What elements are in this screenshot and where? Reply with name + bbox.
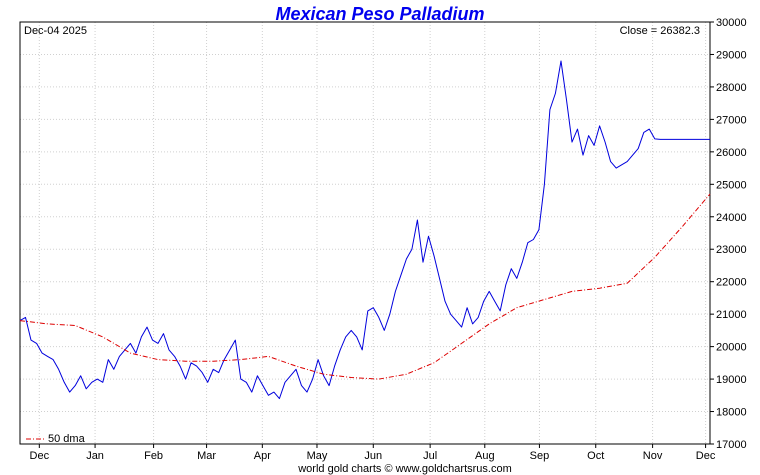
plot-frame: [19, 21, 711, 445]
chart-footer: world gold charts © www.goldchartsrus.co…: [297, 463, 512, 475]
y-tick-label: 26000: [716, 147, 747, 159]
date-label: Dec-04 2025: [24, 25, 87, 37]
y-tick-label: 23000: [716, 244, 747, 256]
chart-title: Mexican Peso Palladium: [275, 4, 484, 24]
close-label: Close = 26382.3: [620, 25, 700, 37]
x-tick-label: Feb: [144, 450, 163, 462]
x-tick-label: May: [307, 450, 328, 462]
x-tick-label: Mar: [197, 450, 216, 462]
y-tick-label: 21000: [716, 309, 747, 321]
price-line: [19, 60, 710, 400]
x-tick-label: Jun: [364, 450, 382, 462]
y-tick-label: 25000: [716, 179, 747, 191]
y-tick-label: 28000: [716, 82, 747, 94]
y-tick-label: 20000: [716, 342, 747, 354]
x-tick-label: Sep: [530, 450, 550, 462]
x-axis: Dec Jan Feb Mar Apr May Jun Jul Aug Sep Oct Nov Dec: [30, 444, 716, 462]
series-layer: [19, 60, 711, 400]
x-tick-label: Oct: [587, 450, 604, 462]
y-tick-label: 29000: [716, 49, 747, 61]
legend-dma-label: 50 dma: [48, 433, 86, 445]
grid: [20, 22, 710, 444]
x-tick-label: Dec: [30, 450, 50, 462]
x-tick-label: Dec: [696, 450, 716, 462]
x-tick-label: Aug: [475, 450, 495, 462]
y-tick-label: 18000: [716, 407, 747, 419]
x-tick-label: Jul: [423, 450, 437, 462]
legend: 50 dma: [26, 433, 86, 445]
y-axis: 17000 18000 19000 20000 21000 22000 23000 24000…: [710, 17, 747, 451]
y-tick-label: 30000: [716, 17, 747, 29]
y-tick-label: 19000: [716, 374, 747, 386]
y-tick-label: 24000: [716, 212, 747, 224]
dma-line: [19, 193, 711, 380]
x-tick-label: Jan: [86, 450, 104, 462]
x-tick-label: Apr: [254, 450, 271, 462]
y-tick-label: 27000: [716, 114, 747, 126]
y-tick-label: 17000: [716, 439, 747, 451]
y-tick-label: 22000: [716, 277, 747, 289]
x-tick-label: Nov: [643, 450, 663, 462]
